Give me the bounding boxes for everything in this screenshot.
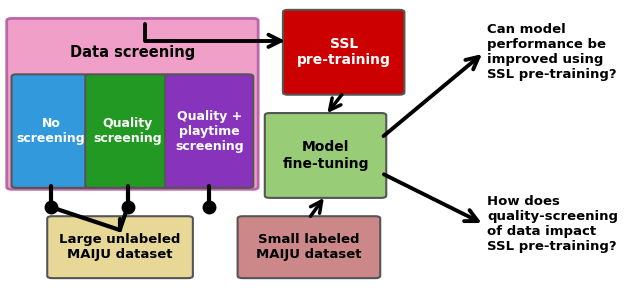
- Text: Quality +
playtime
screening: Quality + playtime screening: [175, 110, 243, 153]
- FancyBboxPatch shape: [265, 113, 387, 198]
- Text: No
screening: No screening: [17, 117, 86, 145]
- FancyBboxPatch shape: [7, 18, 258, 189]
- Text: Data screening: Data screening: [70, 45, 195, 60]
- Text: How does
quality-screening
of data impact
SSL pre-training?: How does quality-screening of data impac…: [487, 195, 618, 253]
- FancyBboxPatch shape: [283, 10, 404, 95]
- FancyBboxPatch shape: [47, 216, 193, 278]
- Text: Large unlabeled
MAIJU dataset: Large unlabeled MAIJU dataset: [60, 233, 180, 261]
- FancyBboxPatch shape: [165, 74, 253, 188]
- Text: Small labeled
MAIJU dataset: Small labeled MAIJU dataset: [256, 233, 362, 261]
- FancyBboxPatch shape: [237, 216, 380, 278]
- FancyBboxPatch shape: [12, 74, 91, 188]
- Text: SSL
pre-training: SSL pre-training: [297, 37, 390, 67]
- Text: Can model
performance be
improved using
SSL pre-training?: Can model performance be improved using …: [487, 23, 617, 81]
- Text: Quality
screening: Quality screening: [93, 117, 162, 145]
- FancyBboxPatch shape: [85, 74, 170, 188]
- Text: Model
fine-tuning: Model fine-tuning: [282, 140, 369, 170]
